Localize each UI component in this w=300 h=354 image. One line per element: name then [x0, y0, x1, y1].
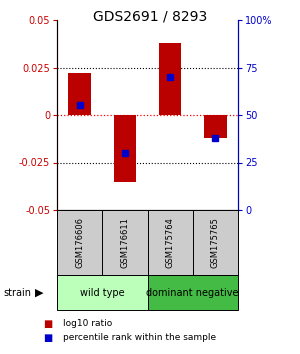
Text: GSM175765: GSM175765 — [211, 217, 220, 268]
Bar — [114, 115, 136, 182]
Text: percentile rank within the sample: percentile rank within the sample — [63, 333, 216, 343]
Text: GSM176611: GSM176611 — [120, 217, 129, 268]
Bar — [159, 43, 182, 115]
Text: wild type: wild type — [80, 287, 124, 297]
Bar — [68, 73, 91, 115]
Text: GDS2691 / 8293: GDS2691 / 8293 — [93, 10, 207, 24]
Text: GSM176606: GSM176606 — [75, 217, 84, 268]
Text: ■: ■ — [44, 319, 52, 329]
Text: GSM175764: GSM175764 — [166, 217, 175, 268]
Text: ■: ■ — [44, 333, 52, 343]
Text: dominant negative: dominant negative — [146, 287, 239, 297]
Text: log10 ratio: log10 ratio — [63, 320, 112, 329]
Bar — [204, 115, 227, 138]
Text: strain: strain — [3, 287, 31, 297]
Text: ▶: ▶ — [35, 287, 43, 297]
